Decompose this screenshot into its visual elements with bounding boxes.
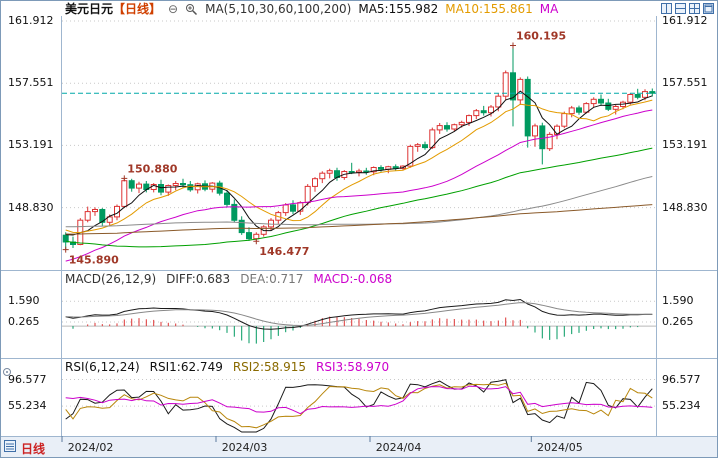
layout-vertical-split-icon[interactable] — [661, 3, 672, 14]
macd-dea-value: DEA:0.717 — [240, 272, 304, 286]
chart-header: 美元日元 【日线】 ⊖ MA(5,10,30,60,100,200) MA5:15… — [0, 2, 660, 16]
rsi-params-label: RSI(6,12,24) — [65, 360, 140, 374]
rsi3-value: RSI3:58.970 — [316, 360, 390, 374]
x-axis-month-label: 2024/04 — [375, 441, 422, 454]
period-label: 【日线】 — [113, 2, 162, 16]
macd-diff-value: DIFF:0.683 — [166, 272, 231, 286]
x-axis-month-label: 2024/02 — [67, 441, 114, 454]
ma30-value-truncated: MA — [539, 2, 559, 16]
macd-hist-value: MACD:-0.068 — [313, 272, 393, 286]
ma-params-label: MA(5,10,30,60,100,200) — [205, 2, 352, 16]
rsi1-value: RSI1:62.749 — [149, 360, 223, 374]
x-axis-month-label: 2024/05 — [537, 441, 583, 454]
macd-params-label: MACD(26,12,9) — [65, 272, 157, 286]
ma5-value: MA5:155.982 — [358, 2, 439, 16]
svg-text:145.890: 145.890 — [69, 254, 119, 267]
macd-header-row: MACD(26,12,9) DIFF:0.683 DEA:0.717 MACD:… — [65, 273, 392, 286]
indicator-settings-icon[interactable] — [2, 362, 12, 381]
layout-horizontal-split-icon[interactable] — [675, 3, 686, 14]
x-axis-month-label: 2024/03 — [221, 441, 268, 454]
period-indicator[interactable]: 日线 — [21, 442, 46, 456]
layout-grid-icon[interactable] — [689, 3, 700, 14]
rsi2-value: RSI2:58.915 — [232, 360, 307, 374]
zoom-out-icon[interactable]: ⊖ — [168, 2, 179, 16]
window-layout-icons — [661, 3, 714, 14]
svg-text:146.477: 146.477 — [259, 245, 309, 258]
svg-text:160.195: 160.195 — [516, 30, 566, 43]
period-menu-icon[interactable] — [4, 440, 16, 455]
rsi-header-row: RSI(6,12,24) RSI1:62.749 RSI2:58.915 RSI… — [65, 361, 389, 374]
svg-text:150.880: 150.880 — [127, 162, 177, 175]
layout-maximize-icon[interactable] — [703, 3, 714, 14]
time-axis-bar: 日线 2024/02 2024/03 2024/04 2024/05 — [0, 438, 718, 458]
bottom-bar-background — [0, 436, 718, 458]
magnifier-icon[interactable] — [185, 3, 198, 16]
symbol-title: 美元日元 — [65, 2, 114, 16]
ma10-value: MA10:155.861 — [445, 2, 533, 16]
